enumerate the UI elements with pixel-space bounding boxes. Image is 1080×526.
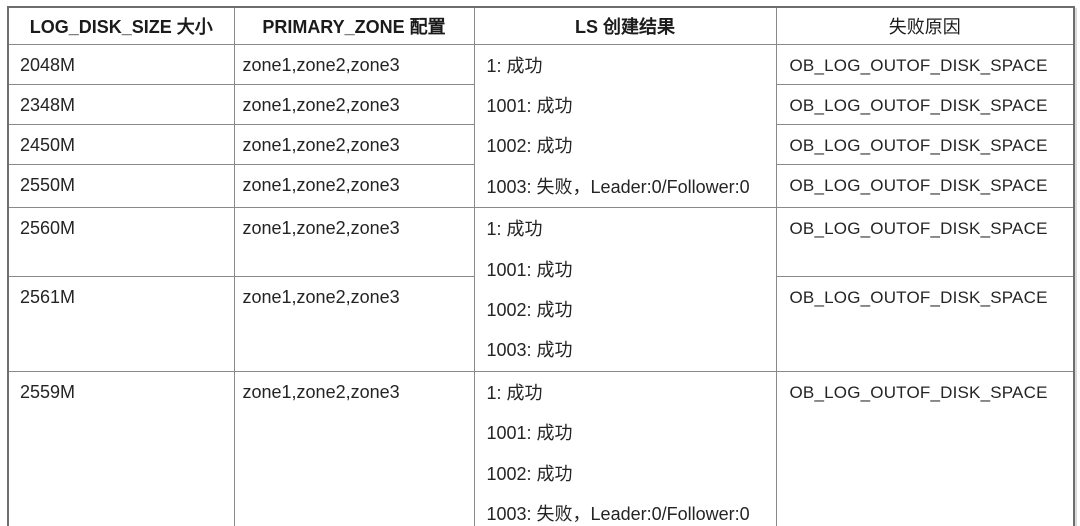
cell-ls-result-group-1: 1: 成功 1001: 成功 1002: 成功 1003: 失败，Leader:…: [473, 43, 777, 209]
cell-failure-reason: OB_LOG_OUTOF_DISK_SPACE: [775, 123, 1075, 165]
table-row: 2348M zone1,zone2,zone3 OB_LOG_OUTOF_DIS…: [7, 83, 1075, 125]
ls-result-line: 1: 成功: [486, 55, 543, 76]
ls-result-line: 1003: 失败，Leader:0/Follower:0: [486, 176, 750, 197]
cell-primary-zone: zone1,zone2,zone3: [233, 163, 475, 209]
ls-result-line: 1001: 成功: [486, 96, 573, 117]
cell-primary-zone: zone1,zone2,zone3: [233, 370, 475, 526]
cell-log-disk-size: 2450M: [7, 123, 235, 165]
cell-primary-zone: zone1,zone2,zone3: [233, 207, 475, 278]
cell-primary-zone: zone1,zone2,zone3: [233, 83, 475, 125]
cell-log-disk-size: 2561M: [7, 276, 235, 372]
cell-failure-reason: OB_LOG_OUTOF_DISK_SPACE: [775, 163, 1075, 209]
ls-result-line: 1: 成功: [486, 219, 543, 240]
table-header-row: LOG_DISK_SIZE 大小 PRIMARY_ZONE 配置 LS 创建结果…: [7, 6, 1075, 45]
header-primary-zone: PRIMARY_ZONE 配置: [233, 6, 475, 45]
cell-primary-zone: zone1,zone2,zone3: [233, 123, 475, 165]
header-ls-result: LS 创建结果: [473, 6, 777, 45]
table-row: 2550M zone1,zone2,zone3 OB_LOG_OUTOF_DIS…: [7, 163, 1075, 209]
cell-failure-reason: OB_LOG_OUTOF_DISK_SPACE: [775, 370, 1075, 526]
table-row: 2450M zone1,zone2,zone3 OB_LOG_OUTOF_DIS…: [7, 123, 1075, 165]
cell-failure-reason: OB_LOG_OUTOF_DISK_SPACE: [775, 83, 1075, 125]
ls-result-line: 1003: 失败，Leader:0/Follower:0: [486, 503, 750, 524]
ls-result-line: 1: 成功: [486, 382, 543, 403]
header-log-disk-size: LOG_DISK_SIZE 大小: [7, 6, 235, 45]
cell-log-disk-size: 2550M: [7, 163, 235, 209]
ls-result-line: 1001: 成功: [486, 423, 573, 444]
cell-failure-reason: OB_LOG_OUTOF_DISK_SPACE: [775, 43, 1075, 85]
header-failure-reason: 失败原因: [775, 6, 1075, 45]
cell-failure-reason: OB_LOG_OUTOF_DISK_SPACE: [775, 276, 1075, 372]
ls-result-line: 1001: 成功: [486, 259, 573, 280]
table-row: 2560M zone1,zone2,zone3 1: 成功 1001: 成功 1…: [7, 207, 1075, 372]
cell-primary-zone: zone1,zone2,zone3: [233, 43, 475, 85]
cell-primary-zone: zone1,zone2,zone3: [233, 276, 475, 372]
ls-result-line: 1002: 成功: [486, 136, 573, 157]
cell-ls-result-group-3: 1: 成功 1001: 成功 1002: 成功 1003: 失败，Leader:…: [473, 370, 777, 526]
cell-failure-reason: OB_LOG_OUTOF_DISK_SPACE: [775, 207, 1075, 278]
ls-creation-result-table: LOG_DISK_SIZE 大小 PRIMARY_ZONE 配置 LS 创建结果…: [7, 6, 1075, 526]
cell-log-disk-size: 2048M: [7, 43, 235, 85]
cell-log-disk-size: 2559M: [7, 370, 235, 526]
ls-result-line: 1002: 成功: [486, 463, 573, 484]
cell-log-disk-size: 2348M: [7, 83, 235, 125]
table-row: 2048M zone1,zone2,zone3 1: 成功 1001: 成功 1…: [7, 43, 1075, 209]
cell-ls-result-group-2: 1: 成功 1001: 成功 1002: 成功 1003: 成功: [473, 207, 777, 372]
ls-result-line: 1002: 成功: [486, 300, 573, 321]
cell-log-disk-size: 2560M: [7, 207, 235, 278]
table-row: 2561M zone1,zone2,zone3 OB_LOG_OUTOF_DIS…: [7, 276, 1075, 372]
table-row: 2559M zone1,zone2,zone3 1: 成功 1001: 成功 1…: [7, 370, 1075, 526]
ls-result-line: 1003: 成功: [486, 340, 573, 361]
